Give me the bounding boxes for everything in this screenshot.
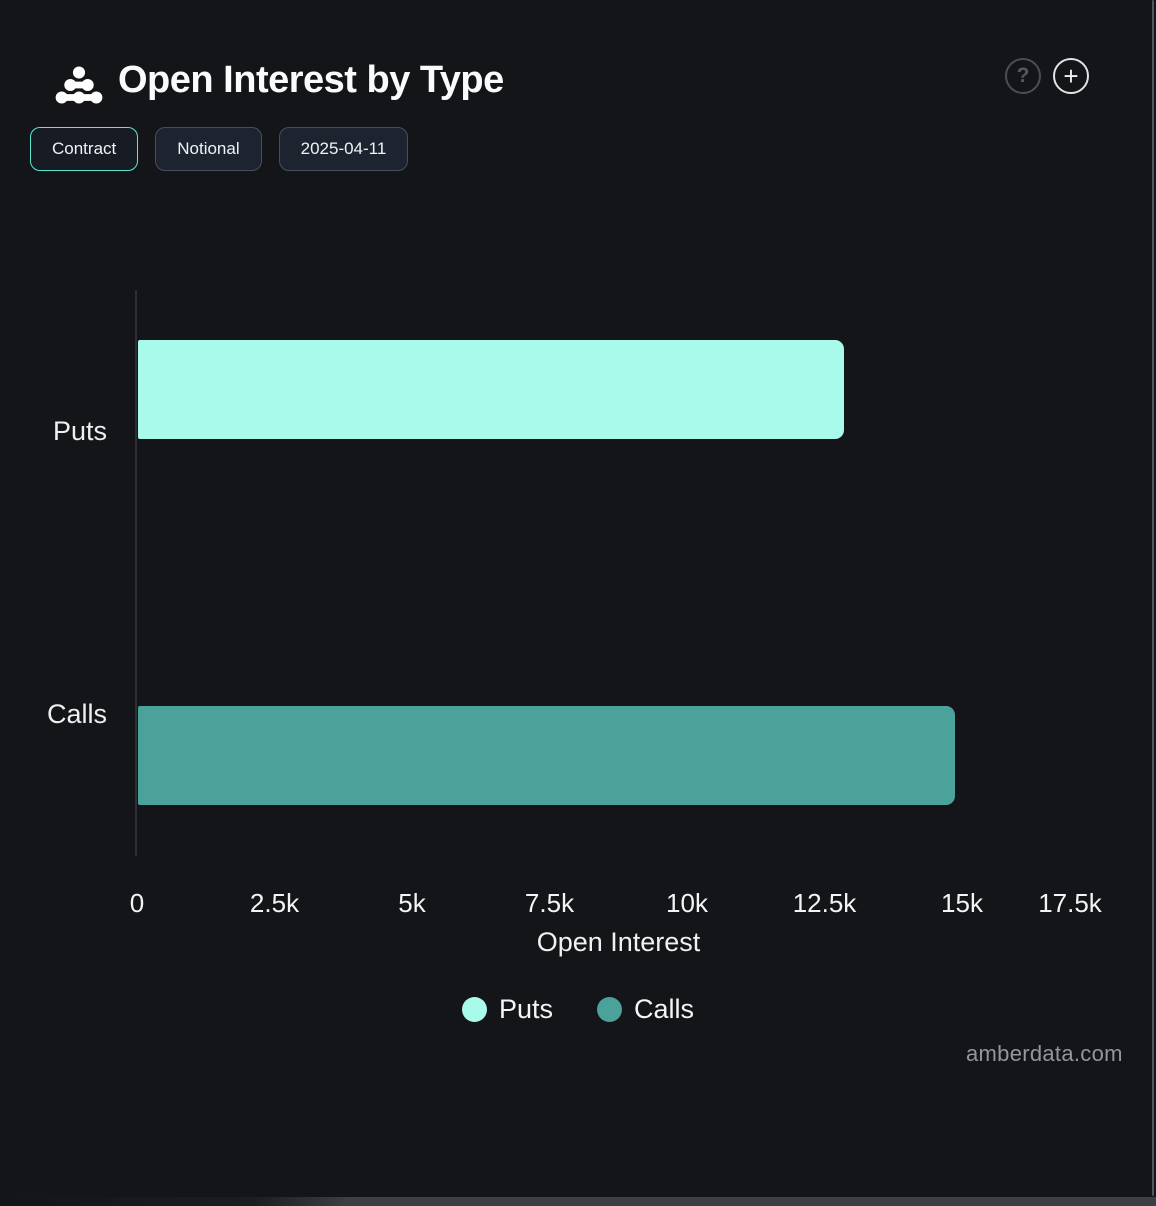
category-label-puts: Puts xyxy=(52,416,107,446)
x-tick-label: 5k xyxy=(398,888,426,918)
notional-toggle-button[interactable]: Notional xyxy=(155,127,262,171)
x-tick-label: 17.5k xyxy=(1038,888,1102,918)
legend-label-calls: Calls xyxy=(634,994,695,1024)
legend-item-puts[interactable]: Puts xyxy=(461,994,553,1025)
toolbar: Contract Notional 2025-04-11 xyxy=(30,127,409,171)
bottom-bar xyxy=(0,1197,1156,1206)
legend-item-calls[interactable]: Calls xyxy=(597,994,694,1025)
add-icon[interactable]: + xyxy=(1053,58,1089,94)
x-tick-label: 12.5k xyxy=(792,888,857,918)
contract-toggle-button[interactable]: Contract xyxy=(30,127,139,171)
legend-swatch-calls xyxy=(597,997,622,1022)
watermark: amberdata.com xyxy=(966,1041,1123,1066)
bar-puts[interactable] xyxy=(138,340,844,439)
page-title: Open Interest by Type xyxy=(118,59,504,101)
bar-calls[interactable] xyxy=(138,706,955,805)
x-axis-title: Open Interest xyxy=(536,927,701,957)
x-tick-label: 15k xyxy=(941,888,983,918)
x-tick-label: 10k xyxy=(666,888,708,918)
y-axis-line xyxy=(135,290,137,856)
help-glyph: ? xyxy=(1016,64,1030,87)
date-selector-button[interactable]: 2025-04-11 xyxy=(278,127,409,171)
x-tick-label: 2.5k xyxy=(249,888,300,918)
amberdata-logo xyxy=(55,66,103,104)
x-tick-label: 7.5k xyxy=(524,888,575,918)
scrollbar[interactable] xyxy=(1151,0,1154,1196)
legend-label-puts: Puts xyxy=(498,994,553,1024)
x-tick-label: 0 xyxy=(129,888,145,918)
help-icon[interactable]: ? xyxy=(1005,58,1041,94)
legend-swatch-puts xyxy=(461,997,487,1022)
plus-glyph: + xyxy=(1063,61,1079,91)
legend: Puts Calls xyxy=(0,994,1156,1025)
category-label-calls: Calls xyxy=(46,699,107,729)
